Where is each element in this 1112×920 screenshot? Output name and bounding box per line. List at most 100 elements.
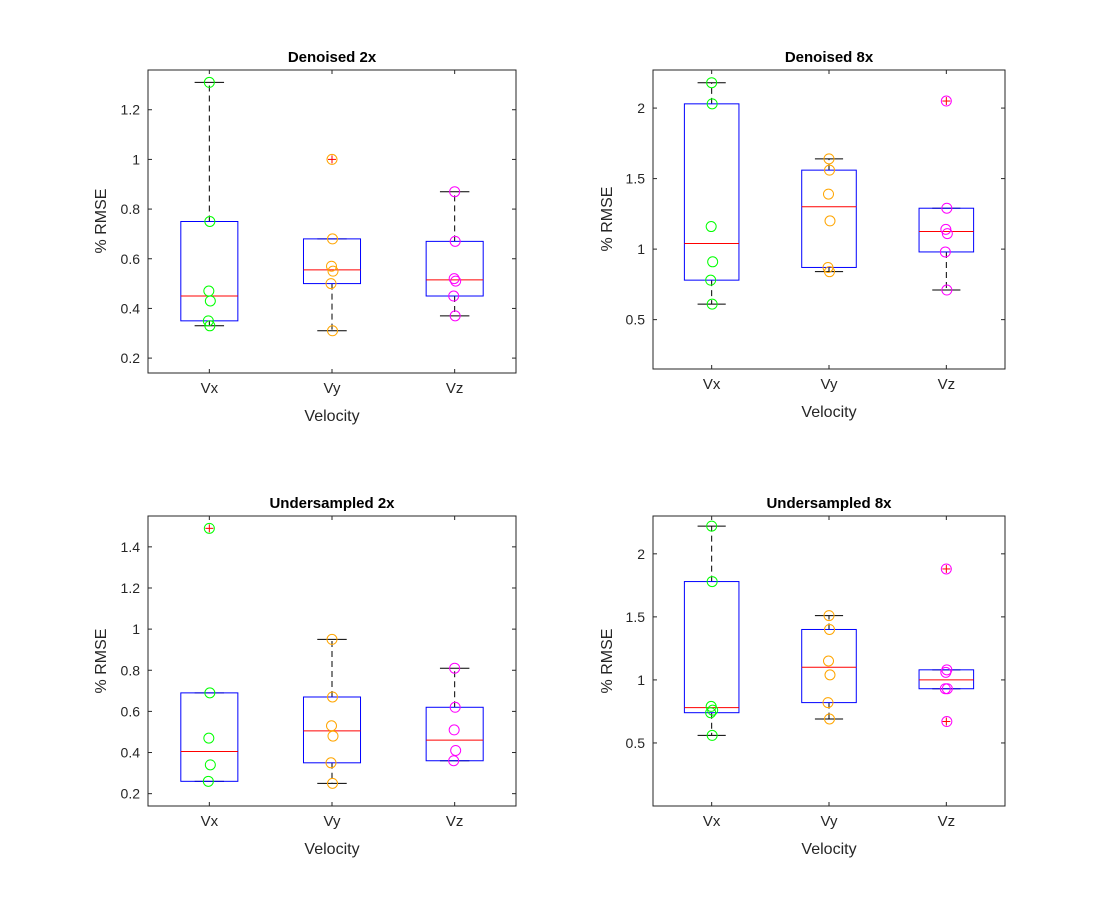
x-axis-label: Velocity <box>304 408 359 425</box>
data-point-vy <box>824 266 835 278</box>
y-tick-label: 0.5 <box>626 312 646 328</box>
box-vy <box>302 696 362 764</box>
data-point-vy <box>327 265 339 277</box>
panel-denoised-8x: 0.5 1 1.5 2 Vx Vy Vz Denoised 8x Velocity % RM… <box>599 49 1006 421</box>
data-point-vx <box>204 320 216 332</box>
y-tick-label: 0.4 <box>121 300 141 316</box>
data-point-vz <box>449 662 461 674</box>
data-point-vx <box>706 576 718 588</box>
y-tick-label: 1 <box>637 241 645 257</box>
panel-title: Denoised 2x <box>288 49 377 66</box>
y-tick-label: 0.6 <box>121 251 141 267</box>
box-vy <box>801 628 857 704</box>
box-vz <box>425 240 484 297</box>
data-point-vx <box>705 221 717 233</box>
panel-title: Undersampled 2x <box>269 495 395 512</box>
data-point-vx <box>706 98 718 110</box>
data-point-vz <box>449 310 461 322</box>
data-point-vx <box>706 729 718 741</box>
data-point-vz <box>941 284 953 296</box>
data-point-vx <box>204 759 216 771</box>
data-point-vx <box>706 77 718 89</box>
box-vx <box>180 692 239 782</box>
data-point-vx <box>202 315 214 327</box>
data-point-vx <box>705 274 717 286</box>
data-point-vx <box>707 704 719 716</box>
axes-box <box>652 515 1006 807</box>
data-point-vx <box>203 522 215 534</box>
box-vz <box>918 669 975 690</box>
y-tick-label: 1.4 <box>121 539 141 555</box>
y-tick-label: 1.5 <box>626 609 646 625</box>
y-axis-label: % RMSE <box>93 189 110 254</box>
data-point-vz <box>940 666 952 678</box>
panel-denoised-2x: 0.2 0.4 0.6 0.8 1 1.2 Vx Vy Vz Denoised 2x Veloc… <box>93 49 517 425</box>
y-tick-label: 0.2 <box>121 350 141 366</box>
axes-box <box>652 69 1006 370</box>
x-tick-label-vy: Vy <box>821 376 838 393</box>
data-point-vz <box>450 275 462 287</box>
box-vy <box>801 169 857 268</box>
x-tick-label-vx: Vx <box>703 813 721 830</box>
panel-title: Denoised 8x <box>785 49 874 66</box>
y-tick-label: 1 <box>132 621 140 637</box>
data-point-vz <box>448 273 460 285</box>
x-axis-label: Velocity <box>801 404 856 421</box>
data-point-vx <box>706 520 718 532</box>
box-vz <box>425 706 484 762</box>
data-point-vz <box>941 716 953 728</box>
data-point-vx <box>203 76 215 88</box>
y-axis-label: % RMSE <box>599 187 616 252</box>
data-point-vz <box>450 744 462 756</box>
box-vx <box>683 581 740 714</box>
data-point-vz <box>448 755 460 767</box>
x-tick-label-vx: Vx <box>201 380 219 397</box>
data-point-vz <box>941 202 953 214</box>
data-point-vy <box>824 713 835 725</box>
data-point-vz <box>448 290 460 302</box>
data-point-vz <box>449 235 461 247</box>
data-point-vy <box>326 633 338 645</box>
data-point-vy <box>824 164 835 176</box>
data-point-vx <box>203 732 215 744</box>
box-vx <box>683 103 740 281</box>
data-point-vy <box>325 757 337 769</box>
y-tick-label: 0.2 <box>121 786 141 802</box>
data-point-vz <box>448 724 460 736</box>
data-point-vx <box>706 298 718 310</box>
data-point-vz <box>940 95 952 107</box>
y-tick-label: 1 <box>637 672 645 688</box>
panel-undersampled-2x: 0.2 0.4 0.6 0.8 1 1.2 1.4 Vx Vy Vz Undersampled 2… <box>93 495 517 858</box>
x-tick-label-vy: Vy <box>821 813 838 830</box>
data-point-vy <box>327 325 338 337</box>
data-point-vy <box>327 233 338 245</box>
data-point-vy <box>824 669 836 681</box>
panel-title: Undersampled 8x <box>766 495 892 512</box>
y-tick-label: 1.2 <box>121 102 141 118</box>
data-point-vy <box>325 278 337 290</box>
data-point-vy <box>823 610 835 622</box>
x-tick-label-vz: Vz <box>446 813 464 830</box>
x-tick-label-vx: Vx <box>703 376 721 393</box>
data-point-vy <box>326 260 337 272</box>
data-point-vy <box>823 655 834 667</box>
x-tick-label-vz: Vz <box>938 376 956 393</box>
x-axis-label: Velocity <box>304 841 359 858</box>
x-tick-label-vy: Vy <box>324 380 341 397</box>
data-point-vy <box>824 215 836 227</box>
data-point-vx <box>705 707 717 719</box>
data-point-vz <box>941 228 953 240</box>
data-point-vz <box>939 683 951 695</box>
data-point-vx <box>204 687 216 699</box>
data-point-vz <box>939 246 951 258</box>
y-tick-label: 0.4 <box>121 745 141 761</box>
y-tick-label: 0.8 <box>121 662 141 678</box>
box-vz <box>918 207 975 253</box>
data-point-vz <box>449 186 461 198</box>
data-point-vz <box>449 701 461 713</box>
y-axis-label: % RMSE <box>93 629 110 694</box>
y-tick-label: 1 <box>132 151 140 167</box>
y-tick-label: 0.6 <box>121 703 141 719</box>
y-tick-label: 0.8 <box>121 201 141 217</box>
